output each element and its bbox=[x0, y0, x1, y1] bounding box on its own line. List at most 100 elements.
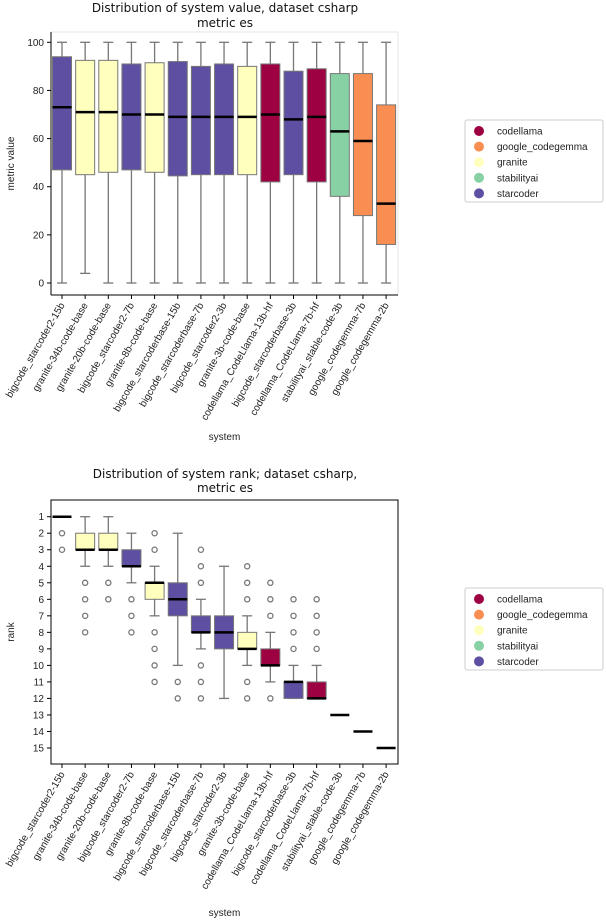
legend-marker-granite bbox=[474, 157, 484, 168]
box-bigcode_starcoder2-15b bbox=[52, 41, 72, 284]
legend-label-stabilityai: stabilityai bbox=[497, 173, 538, 184]
y-tick-label: 80 bbox=[33, 86, 45, 97]
y-tick-label: 9 bbox=[38, 644, 44, 655]
box-iqr bbox=[260, 648, 281, 666]
outlier-point bbox=[243, 563, 251, 570]
outlier-point bbox=[197, 678, 205, 686]
y-tick-label: 2 bbox=[38, 529, 44, 540]
outlier-point bbox=[58, 546, 66, 553]
y-tick-label: 6 bbox=[38, 595, 44, 606]
chart-title: metric es bbox=[197, 481, 253, 495]
outlier-point bbox=[290, 645, 297, 653]
legend-marker-granite bbox=[474, 625, 484, 636]
x-axis-label: system bbox=[209, 432, 241, 443]
box-iqr bbox=[283, 70, 304, 176]
box-codellama_CodeLlama-7b-hf bbox=[306, 41, 327, 284]
legend-marker-google_codegemma bbox=[474, 609, 484, 620]
legend-label-google_codegemma: google_codegemma bbox=[497, 142, 588, 153]
box-codellama_CodeLlama-13b-hf bbox=[260, 41, 281, 284]
y-tick-label: 11 bbox=[34, 677, 45, 688]
outlier-point bbox=[81, 596, 89, 603]
y-tick-label: 10 bbox=[33, 661, 45, 672]
box-iqr bbox=[98, 532, 119, 551]
y-tick-label: 100 bbox=[27, 38, 44, 49]
box-granite-8b-code-base bbox=[144, 41, 165, 284]
outlier-point bbox=[105, 579, 112, 587]
outlier-point bbox=[313, 645, 320, 653]
box-iqr bbox=[329, 73, 350, 197]
outlier-point bbox=[267, 695, 274, 702]
y-tick-label: 12 bbox=[33, 694, 45, 705]
outlier-point bbox=[151, 645, 158, 653]
outlier-point bbox=[151, 678, 158, 686]
x-axis-label: system bbox=[209, 908, 241, 919]
legend-label-starcoder: starcoder bbox=[497, 189, 539, 200]
outlier-point bbox=[151, 546, 158, 553]
legend-frame bbox=[464, 119, 604, 203]
box-bigcode_starcoder2-3b bbox=[214, 565, 235, 700]
y-tick-label: 40 bbox=[33, 182, 45, 193]
box-bigcode_starcoderbase-3b bbox=[283, 596, 304, 700]
y-axis-label: rank bbox=[6, 621, 17, 641]
box-iqr bbox=[167, 61, 188, 177]
box-iqr bbox=[306, 68, 327, 183]
box-stabilityai_stable-code-3b bbox=[329, 41, 350, 284]
box-granite-8b-code-base bbox=[144, 529, 165, 686]
outlier-point bbox=[290, 596, 297, 603]
outlier-point bbox=[105, 596, 112, 603]
box-iqr bbox=[237, 631, 258, 650]
box-codellama_CodeLlama-13b-hf bbox=[260, 579, 281, 702]
legend-marker-stabilityai bbox=[474, 640, 484, 651]
box-iqr bbox=[144, 582, 165, 600]
box-bigcode_starcoder2-7b bbox=[121, 41, 142, 284]
y-tick-label: 14 bbox=[33, 727, 45, 738]
outlier-point bbox=[128, 596, 135, 603]
outlier-point bbox=[151, 662, 158, 669]
outlier-point bbox=[197, 579, 205, 587]
box-iqr bbox=[75, 59, 96, 176]
y-tick-label: 60 bbox=[33, 134, 45, 145]
outlier-point bbox=[290, 629, 297, 636]
box-codellama_CodeLlama-7b-hf bbox=[306, 596, 327, 700]
outlier-point bbox=[267, 579, 274, 587]
outlier-point bbox=[81, 579, 89, 587]
box-iqr bbox=[260, 63, 281, 183]
outlier-point bbox=[128, 629, 135, 636]
box-iqr bbox=[98, 59, 119, 173]
box-iqr bbox=[283, 681, 304, 699]
legend-marker-starcoder bbox=[474, 656, 484, 667]
y-tick-label: 20 bbox=[33, 230, 45, 241]
outlier-point bbox=[267, 612, 274, 620]
box-iqr bbox=[144, 62, 165, 173]
y-tick-label: 1 bbox=[38, 512, 44, 523]
y-tick-label: 0 bbox=[38, 279, 44, 290]
outlier-point bbox=[128, 612, 135, 620]
outlier-point bbox=[197, 546, 205, 553]
legend-label-google_codegemma: google_codegemma bbox=[497, 610, 588, 621]
box-google_codegemma-7b bbox=[352, 41, 373, 284]
box-bigcode_starcoderbase-15b bbox=[167, 41, 188, 284]
outlier-point bbox=[151, 629, 158, 636]
outlier-point bbox=[174, 695, 181, 702]
outlier-point bbox=[174, 678, 181, 686]
box-google_codegemma-2b bbox=[376, 41, 397, 284]
outlier-point bbox=[81, 612, 89, 620]
chart-title: Distribution of system value, dataset cs… bbox=[92, 1, 358, 15]
box-bigcode_starcoder2-3b bbox=[214, 41, 235, 284]
outlier-point bbox=[197, 563, 205, 570]
outlier-point bbox=[58, 529, 66, 537]
box-iqr bbox=[190, 65, 211, 176]
outlier-point bbox=[243, 596, 251, 603]
box-iqr bbox=[376, 104, 397, 245]
legend-frame bbox=[464, 587, 604, 671]
box-granite-3b-code-base bbox=[237, 41, 258, 284]
box-bigcode_starcoderbase-7b bbox=[190, 41, 211, 284]
y-tick-label: 13 bbox=[33, 710, 45, 721]
outlier-point bbox=[151, 529, 158, 537]
y-tick-label: 4 bbox=[38, 562, 44, 573]
legend-label-stabilityai: stabilityai bbox=[497, 641, 538, 652]
box-granite-20b-code-base bbox=[98, 516, 119, 603]
box-bigcode_starcoderbase-3b bbox=[283, 41, 304, 284]
outlier-point bbox=[197, 662, 205, 669]
